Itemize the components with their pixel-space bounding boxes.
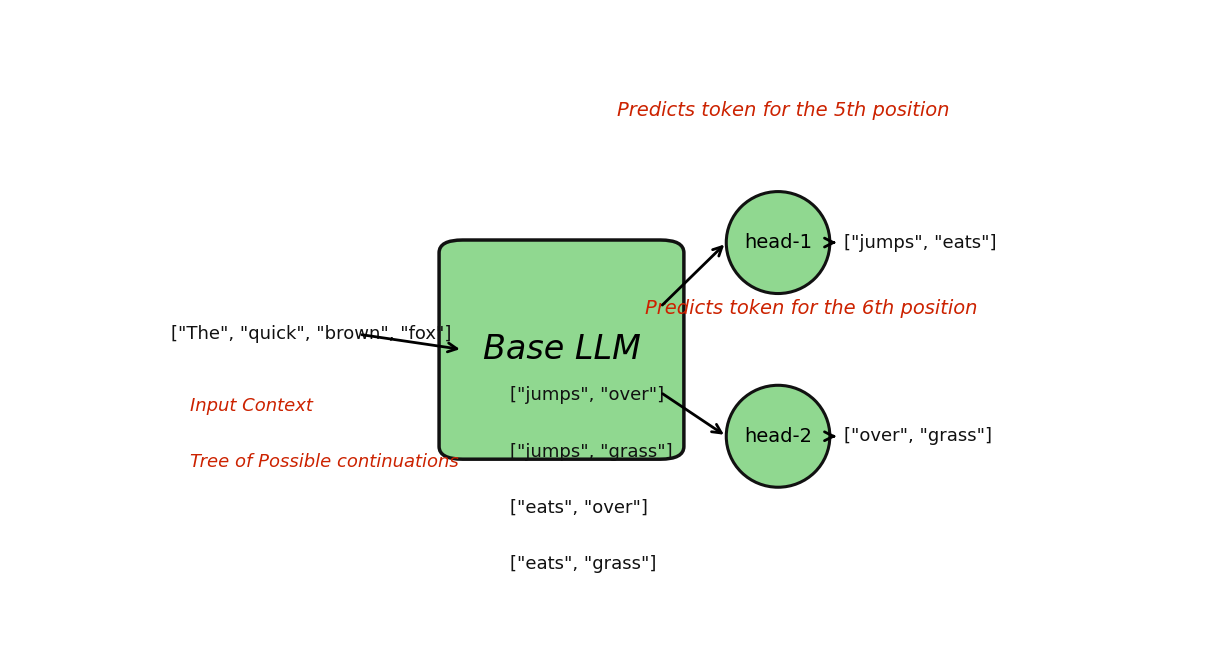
Text: ["jumps", "eats"]: ["jumps", "eats"] — [844, 234, 996, 252]
Ellipse shape — [727, 191, 830, 293]
Text: Predicts token for the 6th position: Predicts token for the 6th position — [645, 299, 977, 318]
Text: Base LLM: Base LLM — [482, 333, 640, 366]
FancyBboxPatch shape — [439, 240, 684, 459]
Text: ["jumps", "grass"]: ["jumps", "grass"] — [510, 443, 672, 461]
Text: ["eats", "grass"]: ["eats", "grass"] — [510, 555, 656, 573]
Text: ["jumps", "over"]: ["jumps", "over"] — [510, 387, 663, 404]
Text: ["over", "grass"]: ["over", "grass"] — [844, 427, 991, 446]
Text: head-1: head-1 — [744, 233, 812, 252]
Text: head-2: head-2 — [744, 427, 812, 446]
Text: Predicts token for the 5th position: Predicts token for the 5th position — [616, 101, 949, 120]
Text: ["eats", "over"]: ["eats", "over"] — [510, 498, 648, 516]
Text: ["The", "quick", "brown", "fox"]: ["The", "quick", "brown", "fox"] — [170, 325, 451, 344]
Text: Input Context: Input Context — [190, 397, 312, 414]
Text: Tree of Possible continuations: Tree of Possible continuations — [190, 453, 458, 471]
Ellipse shape — [727, 385, 830, 487]
